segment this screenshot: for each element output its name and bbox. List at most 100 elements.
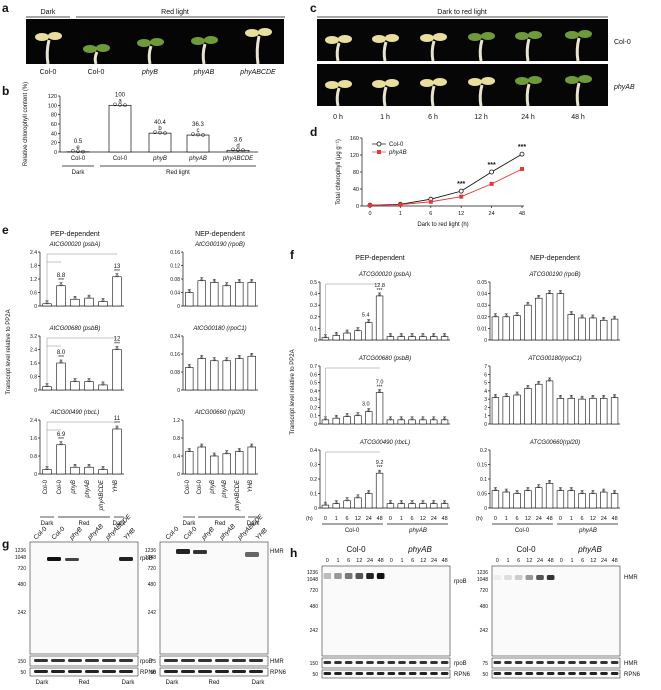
panel-g-mw-left: 720 xyxy=(18,566,27,572)
panel-c-time-label: 0 h xyxy=(333,114,343,121)
panel-f-left-chart-bar xyxy=(322,505,329,508)
panel-e-right-chart-bar xyxy=(210,282,218,306)
panel-e-x-label-right: YHB xyxy=(248,480,254,492)
panel-f-right-chart-y-tick-label: 1 xyxy=(484,414,487,420)
panel-c-seedling-phyab-cotyledon xyxy=(528,76,542,84)
panel-e-left-chart-y-tick-label: 0.8 xyxy=(30,454,37,460)
panel-c-seedling-phyab-cotyledon xyxy=(565,76,579,84)
panel-f-right-chart-bar xyxy=(535,384,542,424)
panel-f-right-chart-bar xyxy=(557,398,564,424)
panel-g-band-rpob xyxy=(119,557,133,561)
panel-c-seedling-col0-cotyledon xyxy=(481,32,495,40)
panel-e-x-label-left: Col-0 xyxy=(57,479,63,494)
panel-e-right-chart-bar xyxy=(223,361,231,390)
panel-e-right-chart-y-tick-label: 0.8 xyxy=(173,436,180,442)
panel-h-mw-left: 480 xyxy=(310,604,319,610)
panel-b-x-tick-label: Col-0 xyxy=(71,156,86,162)
panel-f-left-chart-y-tick-label: 0.4 xyxy=(310,448,317,454)
panel-d-point-col0 xyxy=(490,170,494,174)
panel-c-seedling-col0-cotyledon xyxy=(372,35,386,43)
panel-f-group-phyab: phyAB xyxy=(578,528,597,534)
panel-f-right-chart-y-tick-label: 2 xyxy=(484,405,487,411)
panel-f-right-chart-bar xyxy=(590,318,597,340)
panel-e-left-chart-bar xyxy=(71,382,80,390)
panel-e-right-chart-bar xyxy=(210,361,218,390)
panel-h-band-hmr xyxy=(536,575,544,580)
panel-e-significance: *** xyxy=(58,437,64,443)
panel-a-seedling-stem xyxy=(149,46,151,64)
panel-f-x-tick-label-left: 12 xyxy=(355,516,361,522)
panel-g-mw-left: 480 xyxy=(18,582,27,588)
panel-f-right-chart-bar xyxy=(600,398,607,424)
panel-c-seedling-col0-cotyledon xyxy=(565,31,579,39)
panel-b-x-tick-label: phyABCDE xyxy=(222,156,254,162)
panel-f-left-chart-y-tick-label: 0.1 xyxy=(310,414,317,420)
panel-f-x-tick-label-right: 12 xyxy=(590,516,596,522)
panel-e-left-chart-y-tick-label: 1.6 xyxy=(30,361,37,367)
panel-f-right-chart-y-tick-label: 3 xyxy=(484,397,487,403)
panel-f-left-chart-y-tick-label: 0.1 xyxy=(310,326,317,332)
panel-f-left-chart-bar xyxy=(430,337,437,340)
panel-d-point-col0 xyxy=(459,189,463,193)
panel-f-right-chart-y-tick-label: 0.04 xyxy=(477,292,487,298)
panel-c-seedling-col0-stem xyxy=(337,43,339,61)
panel-f-x-tick-label-left: 6 xyxy=(411,516,414,522)
panel-e-left-chart-y-tick-label: 2.4 xyxy=(30,348,37,354)
panel-h-mw-right: 50 xyxy=(482,672,488,678)
panel-e-gene-title: AtCG00190 (rpoB) xyxy=(194,242,245,248)
panel-h-loading-band xyxy=(558,672,566,675)
panel-h-loading-band xyxy=(579,672,587,675)
panel-f-left-chart-bar xyxy=(420,337,427,340)
panel-f-x-tick-label-right: 24 xyxy=(601,516,607,522)
panel-a-genotype-label: phyAB xyxy=(193,69,215,76)
panel-f-right-chart-bar xyxy=(492,397,499,424)
panel-c-photo-phyab xyxy=(317,64,608,106)
panel-a-seedling-cotyledon xyxy=(137,39,151,47)
panel-d-point-phyab xyxy=(398,203,402,207)
panel-h-loading-band xyxy=(409,672,417,675)
panel-h-loading-band xyxy=(388,661,396,664)
panel-e-x-label-left: phyAB xyxy=(85,480,91,499)
panel-f-left-chart-y-tick-label: 0 xyxy=(314,422,317,428)
panel-e-y-axis-label: Transcript level relative to PP2A xyxy=(6,309,12,394)
panel-g-group-red: Red xyxy=(208,680,219,685)
panel-h-lower-label: RPN6 xyxy=(454,672,471,678)
panel-h-lower-label: HMR xyxy=(624,661,638,667)
panel-e-left-chart-bar xyxy=(99,385,108,390)
panel-f-right-chart-bar xyxy=(546,483,553,508)
panel-h-loading-band xyxy=(526,672,534,675)
panel-e-left-chart-bar xyxy=(113,429,122,474)
panel-d-y-tick-label: 160 xyxy=(350,136,359,142)
panel-b-bar xyxy=(109,105,131,152)
panel-e-gene-title: AtCG00180 (rpoC1) xyxy=(192,326,246,332)
panel-e-left-chart-bar xyxy=(113,350,122,391)
panel-h-loading-band xyxy=(398,661,406,664)
panel-h-mw-left: 242 xyxy=(310,628,319,634)
panel-h-loading-band xyxy=(590,672,598,675)
panel-h-loading-band xyxy=(515,661,523,664)
panel-h-loading-band xyxy=(558,661,566,664)
panel-e-label: e xyxy=(2,223,9,237)
panel-g-lane-label-right: Col-0 xyxy=(182,525,198,541)
panel-f-left-chart-y-tick-label: 0.2 xyxy=(310,315,317,321)
panel-f-left-chart-bar xyxy=(333,504,340,508)
panel-g-band-label-right: HMR xyxy=(270,549,284,555)
panel-d-legend-phyab: phyAB xyxy=(388,150,407,156)
panel-g-loading-band xyxy=(198,659,212,662)
panel-h-loading-band xyxy=(366,661,374,664)
panel-e-significance: *** xyxy=(58,355,64,361)
panel-c-title: Dark to red light xyxy=(437,9,486,16)
panel-f-significance: *** xyxy=(377,465,383,471)
panel-a-seedling-cotyledon xyxy=(35,33,49,41)
panel-f-x-tick-label-right: 6 xyxy=(581,516,584,522)
panel-h-loading-band xyxy=(504,672,512,675)
panel-f-x-unit: (h) xyxy=(306,516,313,522)
panel-h-loading-band xyxy=(547,661,555,664)
panel-c-seedling-col0-cotyledon xyxy=(528,31,542,39)
panel-g-band-hmr xyxy=(245,552,259,557)
panel-f-x-tick-label-right: 1 xyxy=(505,516,508,522)
panel-f-left-chart-bar xyxy=(376,473,383,508)
panel-h-loading-band xyxy=(568,672,576,675)
panel-d-x-tick-label: 0 xyxy=(368,211,371,217)
